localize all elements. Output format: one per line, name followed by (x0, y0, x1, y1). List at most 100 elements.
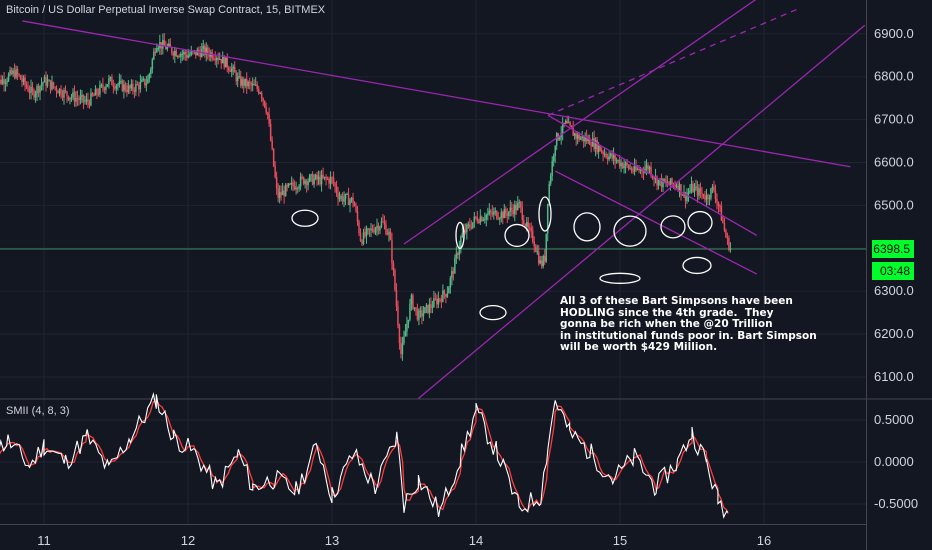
candle-body (296, 187, 299, 189)
candle-body (500, 212, 503, 219)
candle-body (398, 325, 401, 344)
candle-body (696, 186, 699, 196)
candle-body (567, 122, 570, 124)
candle-body (293, 185, 296, 190)
trend-line (417, 24, 866, 399)
candle-body (304, 180, 306, 184)
candle-body (424, 307, 426, 314)
candle-body (90, 93, 92, 106)
price-axis-label: 6500.0 (874, 197, 914, 212)
candle-body (533, 241, 535, 247)
candle-body (717, 201, 720, 206)
candle-body (85, 99, 88, 101)
candle-body (235, 72, 237, 82)
candle-body (335, 186, 338, 193)
candle-body (120, 80, 122, 82)
candle-body (287, 183, 290, 187)
candle-body (141, 79, 143, 82)
price-axis-label: 6900.0 (874, 26, 914, 41)
candle-body (440, 299, 443, 302)
candle-body (175, 50, 178, 57)
candle-body (263, 100, 266, 108)
candle-body (217, 58, 219, 60)
candle-body (612, 155, 615, 159)
candle-body (75, 97, 77, 102)
candle-body (142, 78, 145, 80)
candle-body (305, 180, 308, 186)
time-axis-label: 16 (757, 533, 771, 548)
candle-body (254, 84, 257, 86)
candle-body (407, 319, 410, 324)
candle-body (183, 52, 185, 54)
candle-body (584, 137, 586, 142)
candle-body (555, 133, 558, 146)
candle-body (199, 52, 202, 57)
candle-body (6, 80, 8, 83)
candle-body (196, 49, 199, 56)
candle-body (537, 251, 540, 264)
candle-body (448, 287, 450, 294)
candle-body (491, 212, 494, 215)
candle-body (554, 145, 556, 157)
candle-body (629, 168, 631, 170)
candle-body (473, 216, 476, 223)
candle-body (302, 177, 305, 184)
candle-body (520, 202, 522, 208)
candle-body (611, 153, 613, 159)
candle-body (479, 216, 482, 223)
candle-body (118, 80, 121, 85)
candle-body (87, 99, 89, 103)
candle-body (572, 127, 574, 136)
candle-body (343, 198, 345, 202)
candle-body (636, 169, 639, 171)
candle-body (588, 137, 591, 145)
candle-body (91, 93, 94, 96)
candle-body (367, 228, 369, 230)
annotation-ellipse (613, 215, 647, 247)
candles-group (0, 33, 732, 361)
candle-body (189, 54, 191, 56)
annotation-line: will be worth $429 Million. (560, 341, 718, 354)
candle-body (490, 210, 492, 213)
annotation-ellipse (660, 215, 686, 239)
candle-body (7, 74, 10, 81)
candle-body (96, 89, 98, 95)
candle-body (388, 231, 390, 235)
candle-body (494, 211, 497, 213)
candle-body (597, 145, 600, 152)
candle-body (386, 234, 389, 236)
candle-body (274, 166, 276, 178)
candle-body (129, 85, 131, 89)
candle-body (33, 91, 35, 98)
candle-body (488, 210, 491, 214)
candle-body (406, 323, 408, 332)
candle-body (46, 81, 49, 87)
candle-body (195, 50, 197, 56)
indicator-axis-label: -0.5000 (874, 496, 918, 511)
candle-body (523, 219, 525, 225)
candle-body (109, 77, 112, 79)
candle-body (443, 290, 446, 295)
candle-body (397, 306, 399, 326)
candle-body (177, 56, 179, 58)
candle-body (163, 40, 166, 46)
candle-body (704, 197, 706, 200)
candle-body (633, 165, 636, 172)
time-axis-label: 12 (181, 533, 195, 548)
candle-body (22, 77, 25, 82)
candle-body (687, 192, 690, 195)
candle-body (284, 185, 287, 197)
candle-body (124, 84, 127, 91)
candle-body (525, 222, 528, 227)
annotation-line: All 3 of these Bart Simpsons have been (560, 295, 793, 307)
candle-body (212, 58, 215, 60)
candle-body (192, 51, 194, 53)
candle-body (383, 221, 386, 225)
candle-body (307, 181, 309, 186)
candle-body (726, 237, 729, 239)
smii-signal-line (0, 398, 729, 514)
candle-body (9, 70, 11, 75)
candle-body (534, 246, 537, 252)
candle-body (311, 174, 314, 185)
